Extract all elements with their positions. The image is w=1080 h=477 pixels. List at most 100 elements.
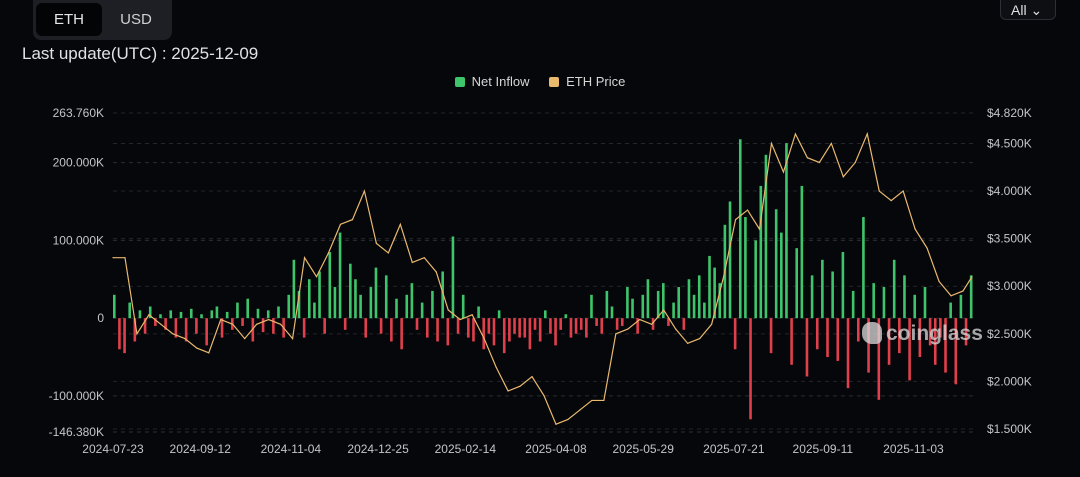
inflow-bar [174, 318, 178, 338]
inflow-bar [805, 318, 809, 377]
inflow-bar [585, 318, 588, 338]
inflow-bar [759, 185, 763, 319]
inflow-bar [610, 306, 614, 319]
price-point [675, 328, 677, 330]
inflow-bar [821, 259, 824, 319]
price-point [950, 295, 952, 297]
left-axis: 263.760K 200.000K 100.000K 0 -100.000K -146.3… [49, 106, 105, 439]
inflow-bar [703, 302, 706, 319]
price-point [699, 337, 701, 340]
inflow-bar [523, 318, 527, 338]
price-point [746, 209, 749, 211]
x-tick-label: 2024-12-25 [347, 442, 409, 456]
price-point [339, 223, 342, 225]
chart-legend: Net Inflow ETH Price [0, 74, 1080, 89]
inflow-bar [933, 318, 937, 365]
inflow-bar [697, 275, 701, 319]
price-point [639, 318, 641, 321]
price-point [423, 257, 425, 259]
inflow-bar [154, 318, 157, 326]
inflow-bar [687, 279, 691, 319]
toggle-eth-button[interactable]: ETH [36, 3, 102, 36]
x-tick-label: 2024-09-12 [170, 442, 232, 456]
inflow-bar [708, 255, 711, 319]
inflow-bar [744, 217, 747, 319]
inflow-bar [713, 267, 716, 319]
right-tick-label: $4.500K [987, 136, 1032, 150]
inflow-bar [954, 318, 958, 385]
price-point [531, 376, 533, 378]
inflow-bar [846, 318, 850, 389]
inflow-bar [631, 298, 634, 319]
inflow-bar [189, 308, 193, 319]
price-point [495, 366, 497, 368]
inflow-bar [497, 310, 501, 319]
price-point [794, 133, 797, 135]
inflow-bar [913, 294, 917, 319]
inflow-bar [390, 318, 393, 342]
inflow-bar [492, 318, 496, 346]
legend-item-net-inflow[interactable]: Net Inflow [454, 74, 529, 89]
right-tick-label: $2.000K [987, 374, 1032, 388]
price-point [375, 242, 377, 244]
price-point [208, 352, 210, 354]
inflow-bar [898, 318, 901, 354]
inflow-bar [692, 294, 696, 319]
inflow-bar [456, 318, 460, 334]
price-point [244, 337, 246, 340]
price-point [256, 323, 258, 325]
inflow-bar [559, 318, 562, 330]
right-tick-label: $3.000K [987, 279, 1032, 293]
inflow-bar [882, 287, 886, 319]
range-select[interactable]: All ⌄ [1000, 0, 1056, 20]
inflow-bar [364, 318, 368, 338]
inflow-bar [795, 248, 799, 319]
inflow-bar [651, 318, 655, 330]
inflow-bar [662, 283, 665, 319]
left-tick-label: 200.000K [53, 156, 104, 170]
price-point [866, 133, 868, 135]
left-tick-label: 0 [97, 311, 104, 325]
inflow-bar [677, 287, 681, 319]
inflow-bar [939, 318, 942, 338]
inflow-bar [461, 294, 465, 319]
toggle-usd-button[interactable]: USD [120, 11, 152, 28]
inflow-bar [656, 290, 660, 319]
inflow-bar [123, 318, 126, 354]
inflow-bar [477, 306, 480, 319]
inflow-bar [261, 318, 265, 333]
inflow-bar [749, 318, 752, 420]
inflow-bar [395, 298, 398, 319]
inflow-bar [641, 294, 645, 319]
inflow-bar [195, 318, 198, 334]
inflow-bar [856, 318, 860, 342]
inflow-bar [574, 318, 578, 334]
inflow-bar [159, 314, 162, 319]
inflow-bar [143, 318, 147, 334]
x-tick-label: 2025-02-14 [435, 442, 497, 456]
price-point [160, 323, 162, 325]
inflow-bar [841, 252, 845, 319]
right-tick-label: $4.820K [987, 106, 1032, 120]
legend-label: ETH Price [566, 74, 626, 89]
inflow-bar [328, 252, 332, 319]
inflow-bar [851, 290, 855, 319]
inflow-bar [338, 232, 342, 319]
inflow-bar [738, 139, 742, 319]
inflow-bar [600, 318, 604, 334]
legend-item-eth-price[interactable]: ETH Price [549, 74, 625, 89]
x-tick-label: 2025-11-03 [883, 442, 944, 456]
inflow-bar [579, 318, 583, 330]
inflow-bar [297, 290, 301, 319]
inflow-bar [908, 318, 911, 381]
inflow-bar [903, 275, 906, 319]
price-point [507, 390, 509, 392]
inflow-bar [333, 287, 337, 319]
inflow-bar [446, 318, 450, 346]
inflow-bar [451, 236, 455, 319]
inflow-bars [113, 139, 973, 420]
inflow-bar [287, 294, 291, 319]
inflow-bar [872, 283, 875, 319]
inflow-bar [544, 310, 547, 319]
